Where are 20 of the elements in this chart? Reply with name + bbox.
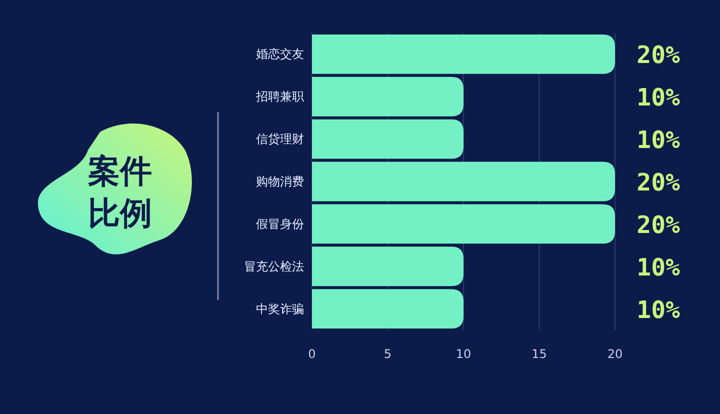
y-tick-label: 婚恋交友 xyxy=(256,47,304,62)
data-label: 10% xyxy=(636,253,681,282)
x-tick-label: 10 xyxy=(456,347,472,361)
y-tick-label: 假冒身份 xyxy=(256,216,304,231)
data-label: 10% xyxy=(636,84,681,112)
x-tick-label: 20 xyxy=(607,347,623,361)
x-tick-label: 0 xyxy=(308,347,316,361)
x-tick-label: 5 xyxy=(384,347,392,361)
y-tick-label: 信贷理财 xyxy=(256,132,304,146)
data-label: 20% xyxy=(636,210,681,239)
y-tick-label: 中奖诈骗 xyxy=(256,302,304,316)
data-label: 10% xyxy=(636,126,681,154)
y-tick-label: 冒充公检法 xyxy=(244,259,304,274)
data-label: 20% xyxy=(636,168,681,196)
x-tick-label: 15 xyxy=(532,347,547,361)
y-tick-label: 招聘兼职 xyxy=(255,90,304,104)
data-label: 20% xyxy=(636,41,681,70)
data-label: 10% xyxy=(636,296,681,324)
y-tick-label: 购物消费 xyxy=(256,174,304,188)
text: 案件比例 xyxy=(87,151,153,234)
